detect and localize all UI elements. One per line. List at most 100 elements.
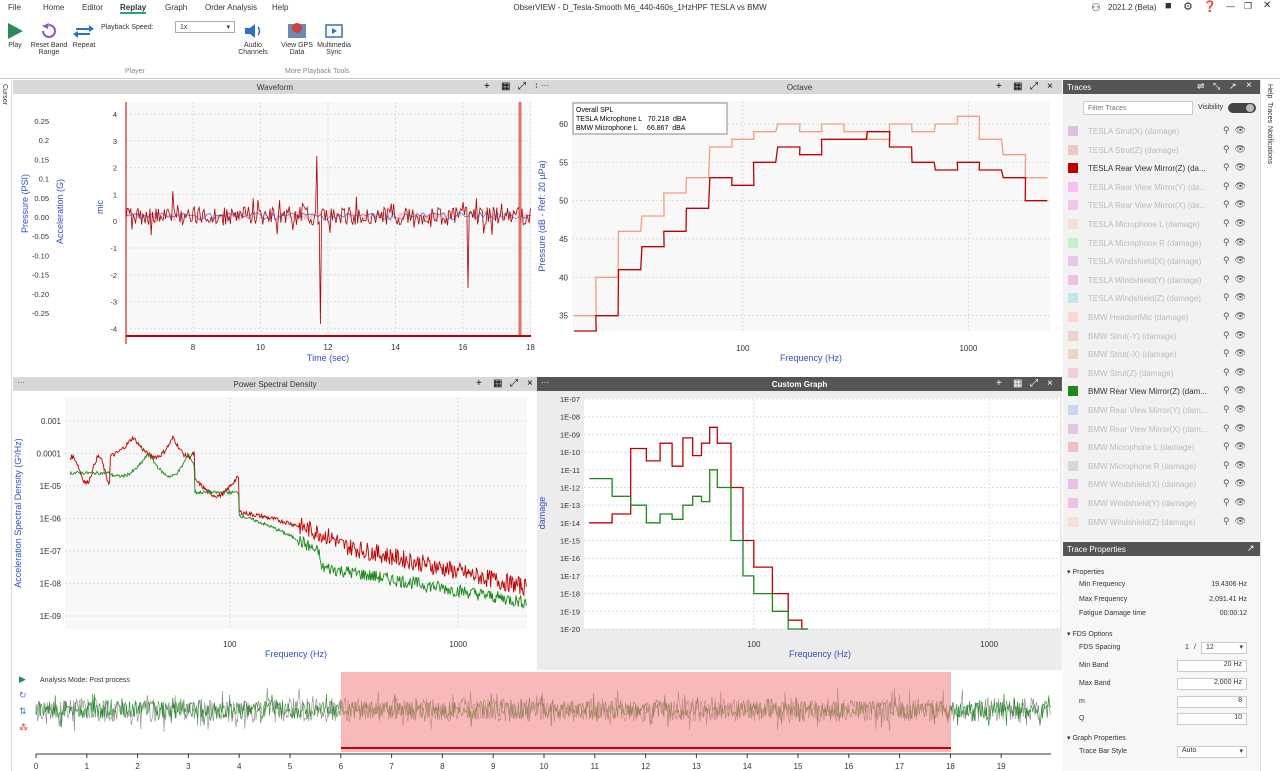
save-icon[interactable]: ■ [1165, 0, 1172, 12]
trace-item[interactable]: TESLA Strut(X) (damage) ⚲ 👁 [1068, 122, 1258, 140]
audio-channels-button[interactable]: Audio Channels [234, 22, 272, 56]
properties-section[interactable]: ▾ Properties [1067, 569, 1105, 576]
fds-spacing-select[interactable]: 12 ▾ [1201, 642, 1247, 654]
close-panel-icon[interactable]: × [527, 378, 533, 389]
gear-icon[interactable]: ⚙ [1183, 1, 1193, 13]
grid-icon[interactable]: ▦ [493, 378, 503, 389]
help-icon[interactable]: ❓ [1203, 1, 1217, 13]
trace-item[interactable]: BMW Strut(-X) (damage) ⚲ 👁 [1068, 345, 1258, 363]
zoom-icon[interactable]: ⚲ [1222, 180, 1230, 191]
trace-item[interactable]: TESLA Rear View Mirror(X) (da... ⚲ 👁 [1068, 196, 1258, 214]
trace-item[interactable]: BMW Windshield(Y) (damage) ⚲ 👁 [1068, 494, 1258, 512]
trace-bar-style-select[interactable]: Auto ▾ [1177, 746, 1247, 758]
eye-icon[interactable]: 👁 [1234, 180, 1246, 191]
add-icon[interactable]: + [476, 378, 482, 389]
help-tab[interactable]: Help [1266, 84, 1273, 99]
add-icon[interactable]: + [996, 378, 1002, 389]
menu-order-analysis[interactable]: Order Analysis [205, 3, 258, 12]
close-icon[interactable]: ✕ [1263, 0, 1272, 11]
menu-graph[interactable]: Graph [165, 3, 188, 12]
overview-strip[interactable]: 0 1 2 3 4 5 6 7 8 9 10 11 12 13 14 15 16 17 18 19 Analysis … [13, 670, 1063, 771]
zoom-icon[interactable]: ⚲ [1222, 422, 1230, 433]
grid-icon[interactable]: ▦ [1013, 81, 1023, 92]
notifications-tab[interactable]: Notifications [1266, 126, 1273, 165]
zoom-icon[interactable]: ⚲ [1222, 478, 1230, 489]
eye-icon[interactable]: 👁 [1234, 348, 1246, 359]
cursor-tab[interactable]: Cursor [1, 84, 8, 106]
close-panel-icon[interactable]: × [1047, 378, 1053, 389]
traces-tab[interactable]: Traces [1266, 102, 1273, 124]
trace-color-swatch[interactable] [1068, 330, 1078, 341]
trace-item[interactable]: TESLA Windshield(X) (damage) ⚲ 👁 [1068, 252, 1258, 270]
trace-color-swatch[interactable] [1068, 219, 1078, 229]
eye-icon[interactable]: 👁 [1234, 218, 1246, 228]
popout-icon[interactable]: ↗ [1247, 543, 1255, 553]
eye-icon[interactable]: 👁 [1234, 273, 1246, 284]
octave-plot[interactable]: 60 55 50 45 40 35 100 1000 Pressure (dB - Ref:… [537, 94, 1062, 370]
eye-icon[interactable]: 👁 [1234, 478, 1246, 489]
eye-icon[interactable]: 👁 [1234, 329, 1246, 340]
view-gps-data-button[interactable]: View GPS Data [280, 20, 314, 56]
trace-color-swatch[interactable] [1068, 460, 1078, 471]
zoom-icon[interactable]: ⚲ [1222, 143, 1230, 154]
repeat-icon[interactable]: ⇅ [19, 706, 27, 716]
close-panel-icon[interactable]: × [1246, 80, 1252, 91]
trace-color-swatch[interactable] [1068, 423, 1078, 434]
trace-color-swatch[interactable] [1068, 181, 1078, 192]
trace-item[interactable]: BMW Rear View Mirror(Z) (dam... ⚲ 👁 [1068, 382, 1258, 400]
zoom-icon[interactable]: ⚲ [1222, 441, 1230, 452]
eye-icon[interactable]: 👁 [1234, 311, 1246, 321]
trace-item[interactable]: TESLA Rear View Mirror(Y) (da... ⚲ 👁 [1068, 178, 1258, 196]
trace-color-swatch[interactable] [1068, 274, 1078, 285]
zoom-icon[interactable]: ⚲ [1222, 348, 1230, 359]
trace-item[interactable]: TESLA Rear View Mirror(Z) (da... ⚲ 👁 [1068, 159, 1258, 177]
trace-color-swatch[interactable] [1068, 442, 1078, 453]
zoom-icon[interactable]: ⚲ [1222, 273, 1230, 284]
trace-item[interactable]: BMW Windshield(Z) (damage) ⚲ 👁 [1068, 513, 1258, 531]
zoom-icon[interactable]: ⚲ [1222, 218, 1230, 228]
trace-item[interactable]: BMW HeadsetMic (damage) ⚲ 👁 [1068, 308, 1258, 326]
expand-icon[interactable]: ⤢ [510, 378, 518, 389]
trace-color-swatch[interactable] [1068, 312, 1078, 322]
eye-icon[interactable]: 👁 [1234, 292, 1246, 303]
zoom-icon[interactable]: ⚲ [1222, 459, 1230, 470]
zoom-icon[interactable]: ⚲ [1222, 329, 1230, 340]
zoom-icon[interactable]: ⚲ [1222, 385, 1230, 396]
trace-color-swatch[interactable] [1068, 237, 1078, 248]
more-icon[interactable]: ··· [17, 378, 25, 387]
trace-color-swatch[interactable] [1068, 405, 1078, 415]
zoom-icon[interactable]: ⚲ [1222, 236, 1230, 247]
eye-icon[interactable]: 👁 [1234, 366, 1246, 377]
zoom-icon[interactable]: ⚲ [1222, 199, 1230, 210]
trace-item[interactable]: BMW Rear View Mirror(X) (dam... ⚲ 👁 [1068, 420, 1258, 438]
more-icon[interactable]: ··· [541, 378, 549, 387]
trace-item[interactable]: BMW Windshield(X) (damage) ⚲ 👁 [1068, 475, 1258, 493]
trace-item[interactable]: BMW Microphone L (damage) ⚲ 👁 [1068, 438, 1258, 456]
eye-icon[interactable]: 👁 [1234, 255, 1246, 266]
reset-icon[interactable]: ↻ [19, 690, 27, 700]
psd-plot[interactable]: 0.001 0.0001 1E-05 1E-06 1E-07 1E-08 1E-09 100… [13, 391, 537, 670]
trace-item[interactable]: TESLA Windshield(Y) (damage) ⚲ 👁 [1068, 271, 1258, 289]
zoom-icon[interactable]: ⚲ [1222, 366, 1230, 377]
eye-icon[interactable]: 👁 [1234, 199, 1246, 210]
eye-icon[interactable]: 👁 [1234, 385, 1246, 396]
eye-icon[interactable]: 👁 [1234, 404, 1246, 414]
restore-icon[interactable]: ❐ [1244, 1, 1253, 11]
eye-icon[interactable]: 👁 [1234, 162, 1246, 173]
menu-file[interactable]: File [8, 3, 21, 12]
expand-icon[interactable]: ⤢ [518, 81, 526, 92]
trace-color-swatch[interactable] [1068, 293, 1078, 304]
trace-color-swatch[interactable] [1068, 479, 1078, 490]
selection-band[interactable] [341, 672, 951, 752]
expand-icon[interactable]: ⤢ [1030, 378, 1038, 389]
zoom-icon[interactable]: ⚲ [1222, 497, 1230, 507]
user-icon[interactable]: ⚇ [1091, 2, 1101, 14]
trace-color-swatch[interactable] [1068, 144, 1078, 155]
close-panel-icon[interactable]: × [1047, 81, 1053, 92]
repeat-button[interactable]: Repeat [70, 22, 98, 49]
trace-color-swatch[interactable] [1068, 498, 1078, 508]
menu-replay[interactable]: Replay [120, 3, 147, 14]
eye-icon[interactable]: 👁 [1234, 143, 1246, 154]
popout-icon[interactable]: ↗ [1229, 81, 1237, 91]
marker-icon[interactable]: ⁂ [19, 722, 28, 732]
